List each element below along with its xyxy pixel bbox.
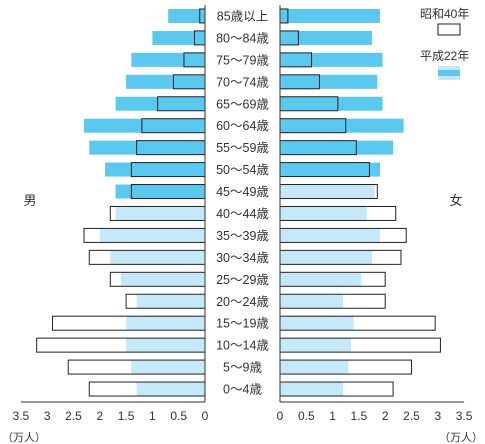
age-group-label: 75～79歳 (216, 53, 269, 67)
bar-2010-female (280, 272, 362, 287)
x-tick-label-female: 1 (329, 409, 336, 423)
x-tick-label-female: 2.5 (403, 409, 420, 423)
x-tick-label-male: 0 (202, 409, 209, 423)
bar-2010-male (131, 360, 205, 375)
age-group-label: 45～49歳 (216, 185, 269, 199)
age-group-label: 80～84歳 (216, 31, 269, 45)
age-group-label: 20～24歳 (216, 295, 269, 309)
bar-2010-male (105, 162, 205, 177)
age-group-label: 15～19歳 (216, 317, 269, 331)
legend-label-2010: 平成22年 (420, 49, 469, 63)
bar-2010-female (280, 382, 344, 397)
age-group-label: 70～74歳 (216, 75, 269, 89)
bar-2010-female (280, 30, 373, 45)
legend-label-1965: 昭和40年 (420, 7, 469, 21)
bar-2010-female (280, 360, 349, 375)
x-tick-label-female: 2 (382, 409, 389, 423)
age-group-label: 85歳以上 (217, 9, 268, 23)
bar-2010-male (115, 96, 205, 111)
legend-swatch-2010 (438, 66, 460, 80)
x-tick-label-male: 1.5 (118, 409, 135, 423)
age-group-label: 65～69歳 (216, 97, 269, 111)
female-label: 女 (449, 193, 462, 208)
age-group-label: 55～59歳 (216, 141, 269, 155)
bar-2010-female (280, 338, 352, 353)
bar-2010-female (280, 118, 404, 133)
x-tick-label-male: 2 (96, 409, 103, 423)
age-group-label: 35～39歳 (216, 229, 269, 243)
x-tick-label-female: 3 (434, 409, 441, 423)
bar-2010-male (84, 118, 205, 133)
bar-2010-female (280, 162, 380, 177)
bar-2010-male (89, 140, 205, 155)
bar-2010-female (280, 294, 344, 309)
age-group-label: 25～29歳 (216, 273, 269, 287)
bar-2010-male (126, 338, 205, 353)
x-tick-label-female: 0 (277, 409, 284, 423)
age-group-label: 60～64歳 (216, 119, 269, 133)
bar-2010-male (126, 316, 205, 331)
bar-2010-male (136, 382, 205, 397)
bar-2010-male (168, 8, 205, 23)
bar-2010-female (280, 52, 383, 67)
x-tick-label-male: 1 (149, 409, 156, 423)
bar-2010-male (110, 250, 205, 265)
age-group-label: 0～4歳 (223, 383, 262, 397)
bar-2010-male (115, 184, 205, 199)
x-tick-label-male: 0.5 (170, 409, 187, 423)
bar-2010-female (280, 8, 380, 23)
bar-2010-female (280, 96, 383, 111)
bar-2010-male (136, 294, 205, 309)
bar-2010-female (280, 250, 373, 265)
age-group-label: 40～44歳 (216, 207, 269, 221)
bar-2010-female (280, 316, 354, 331)
bar-2010-male (126, 74, 205, 89)
bar-2010-male (99, 228, 205, 243)
bar-2010-female (280, 74, 378, 89)
x-tick-label-female: 0.5 (298, 409, 315, 423)
unit-label-left: （万人） (2, 431, 46, 444)
x-tick-label-female: 1.5 (351, 409, 368, 423)
age-group-label: 50～54歳 (216, 163, 269, 177)
legend: 昭和40年 平成22年 (420, 7, 469, 80)
male-label: 男 (23, 193, 36, 208)
bar-2010-female (280, 228, 380, 243)
bar-2010-female (280, 184, 375, 199)
x-tick-label-female: 3.5 (456, 409, 473, 423)
bar-2010-female (280, 140, 394, 155)
unit-label-right: （万人） (439, 431, 483, 444)
x-tick-label-male: 2.5 (65, 409, 82, 423)
x-tick-label-male: 3 (44, 409, 51, 423)
bar-2010-male (120, 272, 205, 287)
age-group-label: 30～34歳 (216, 251, 269, 265)
bar-2010-male (131, 52, 205, 67)
bar-2010-male (152, 30, 205, 45)
x-tick-label-male: 3.5 (13, 409, 30, 423)
age-group-label: 10～14歳 (216, 339, 269, 353)
bar-2010-male (115, 206, 205, 221)
age-group-label: 5～9歳 (223, 361, 262, 375)
bar-2010-female (280, 206, 367, 221)
legend-swatch-1965 (437, 23, 461, 36)
